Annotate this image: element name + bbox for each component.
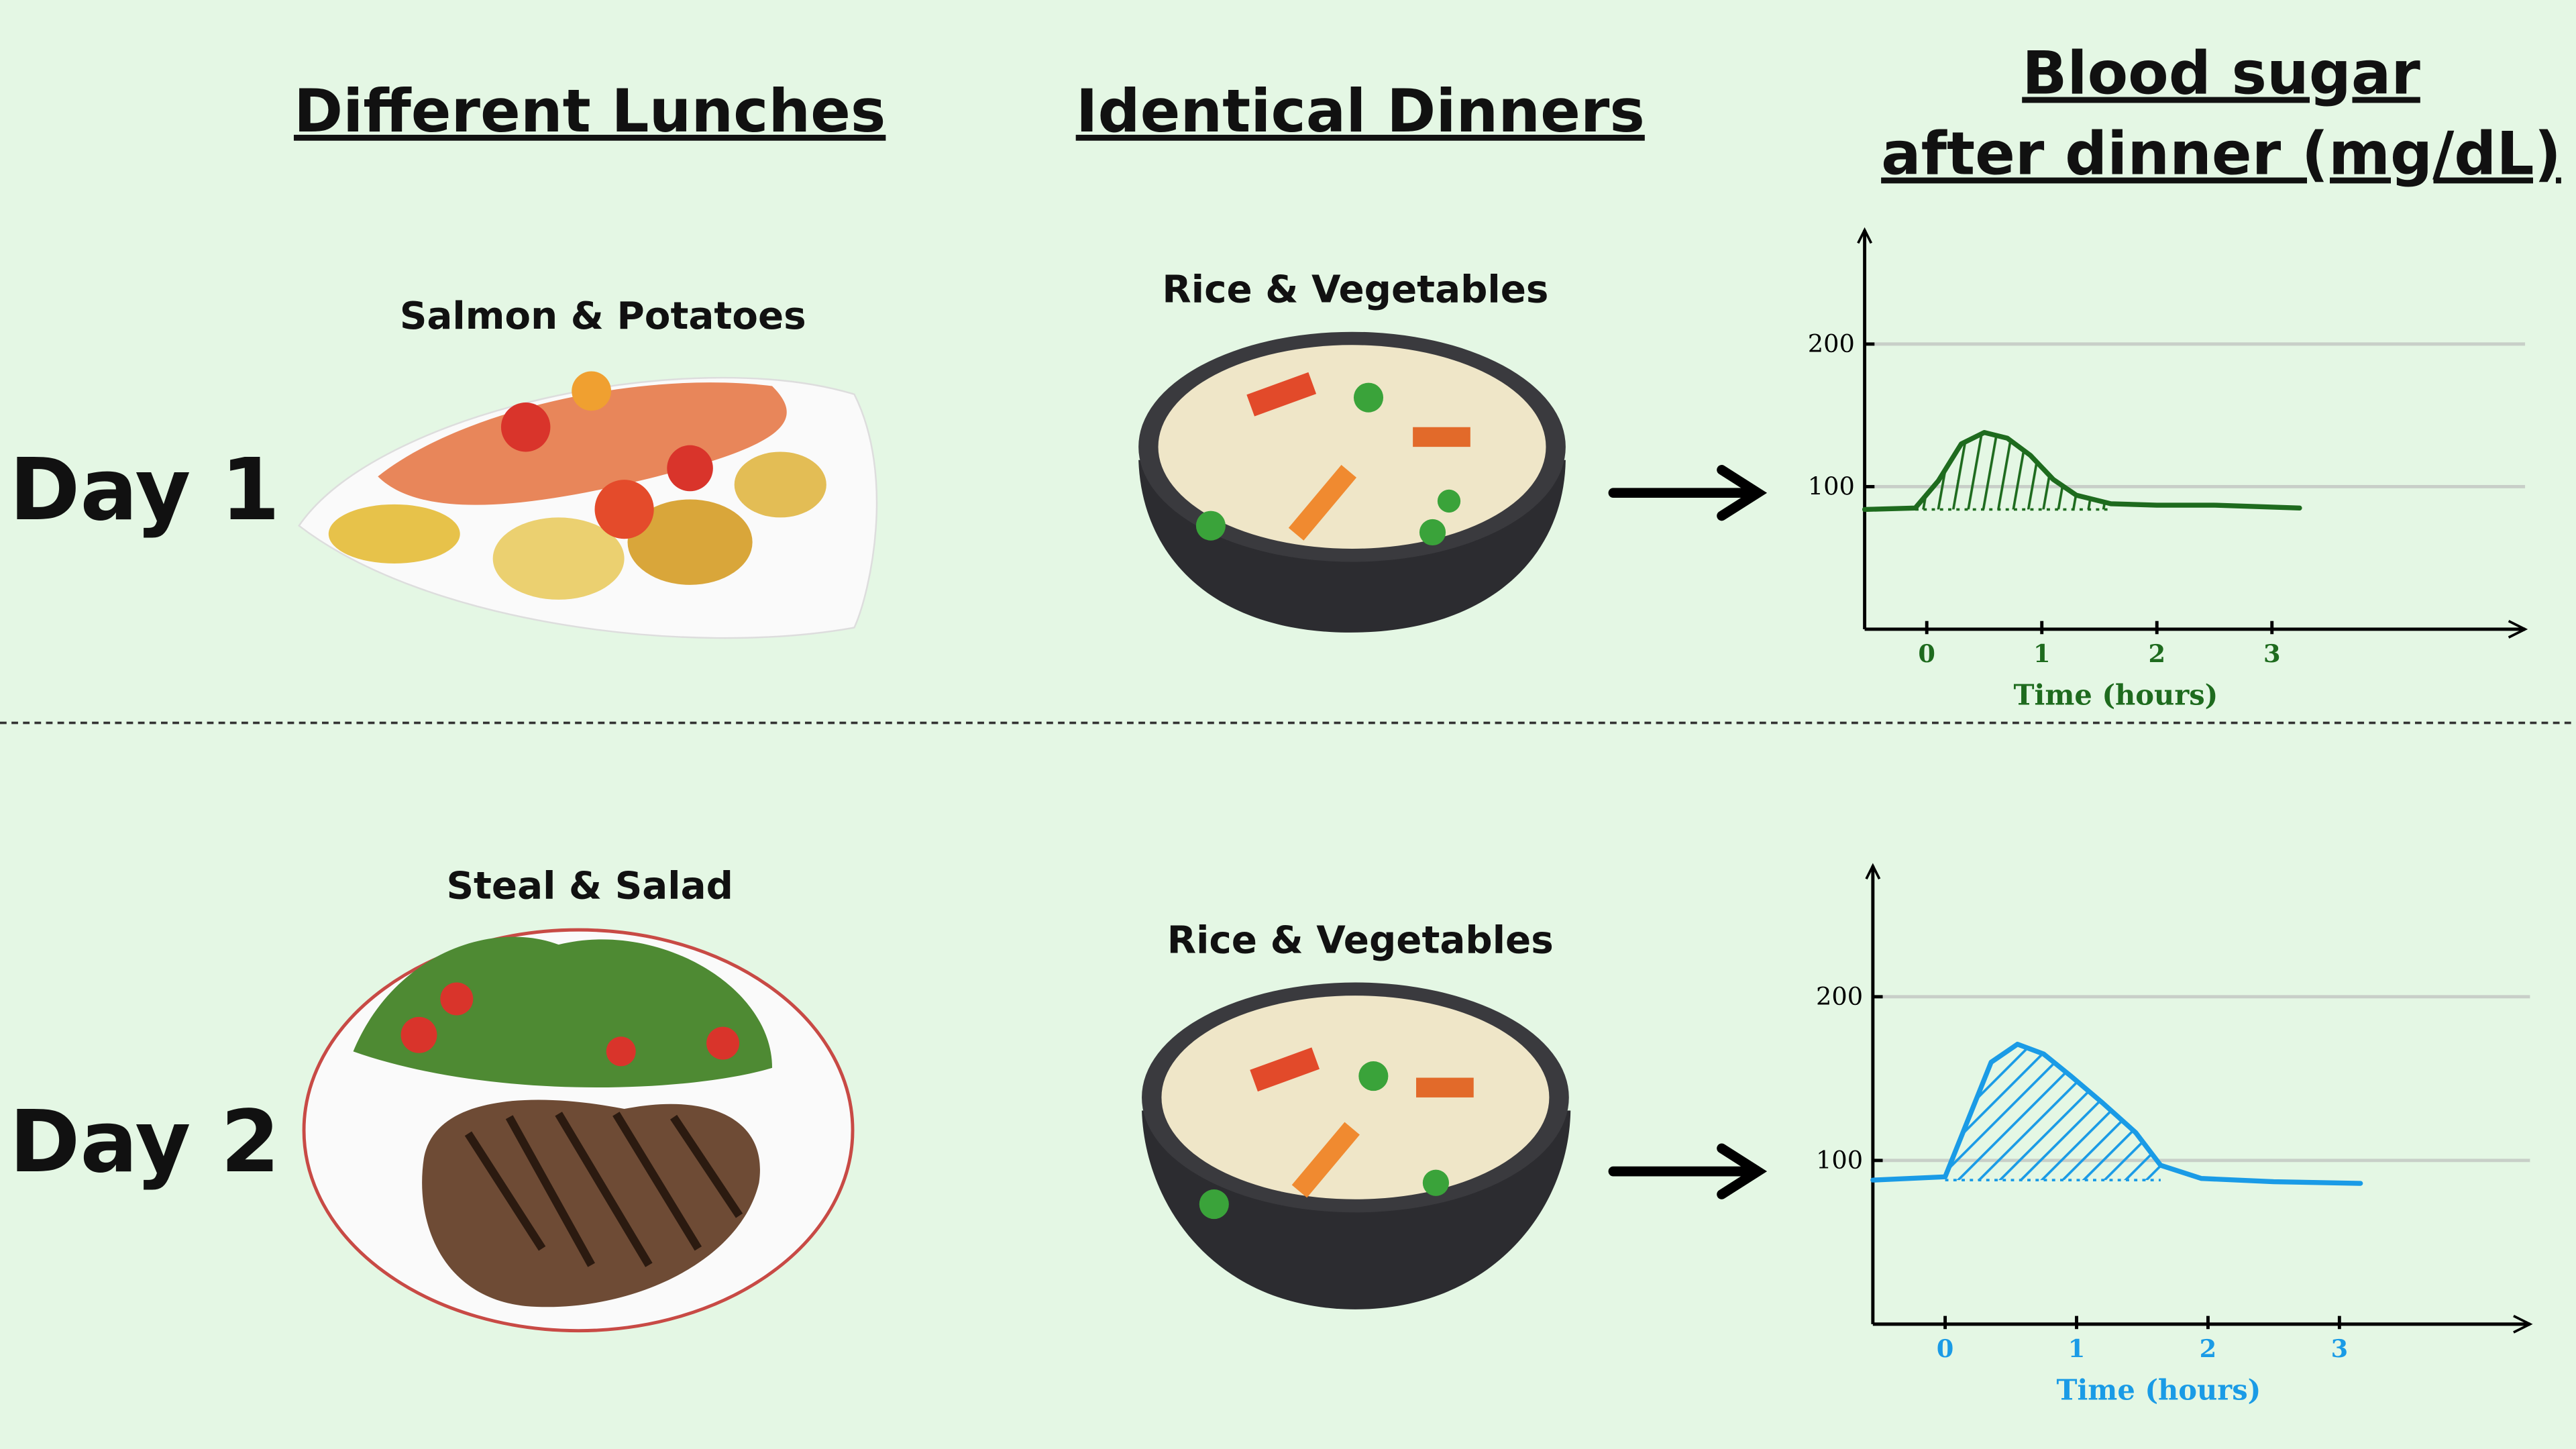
rice-bowl-image: [1142, 982, 1571, 1309]
x-tick-label: 3: [2331, 1334, 2349, 1363]
axis-arrow: [2508, 620, 2528, 639]
arrow: [1608, 465, 1768, 1199]
steak-plate-image: [302, 928, 855, 1333]
day-label: Day 2: [9, 1093, 280, 1192]
axis-arrow: [1865, 863, 1881, 880]
line-series: [1870, 1041, 2363, 1186]
x-tick-label: 2: [2200, 1334, 2217, 1363]
dinner-label: Rice & Vegetables: [1167, 918, 1554, 962]
y-tick-label: 200: [1808, 329, 1855, 358]
axis-arrow: [2513, 1314, 2533, 1334]
x-tick-label: 2: [2148, 639, 2165, 668]
x-tick-label: 1: [2068, 1334, 2086, 1363]
x-axis-label: Time (hours): [2014, 679, 2218, 712]
axis-arrow: [1857, 227, 1873, 244]
heading: Different Lunches: [294, 76, 885, 146]
heading: Identical Dinners: [1076, 76, 1645, 146]
dinner-label: Rice & Vegetables: [1162, 268, 1548, 312]
y-tick-label: 100: [1816, 1146, 1863, 1175]
hatch-area: [1915, 432, 2111, 510]
x-tick-label: 1: [2033, 639, 2051, 668]
y-tick-label: 200: [1816, 982, 1863, 1011]
rice-bowl-image: [1138, 331, 1566, 633]
lunch-label: Steal & Salad: [446, 865, 733, 908]
x-axis-label: Time (hours): [2057, 1374, 2261, 1407]
line-series: [1862, 429, 2302, 513]
x-tick-label: 0: [1937, 1334, 1954, 1363]
day-label: Day 1: [9, 441, 280, 540]
heading: Blood sugar: [2022, 39, 2420, 108]
lunch-label: Salmon & Potatoes: [400, 294, 806, 338]
heading: after dinner (mg/dL): [1881, 119, 2561, 189]
salmon-plate-image: [298, 371, 878, 639]
x-tick-label: 3: [2263, 639, 2281, 668]
y-tick-label: 100: [1808, 472, 1855, 501]
x-tick-label: 0: [1918, 639, 1935, 668]
hatch-area: [1945, 1044, 2161, 1181]
